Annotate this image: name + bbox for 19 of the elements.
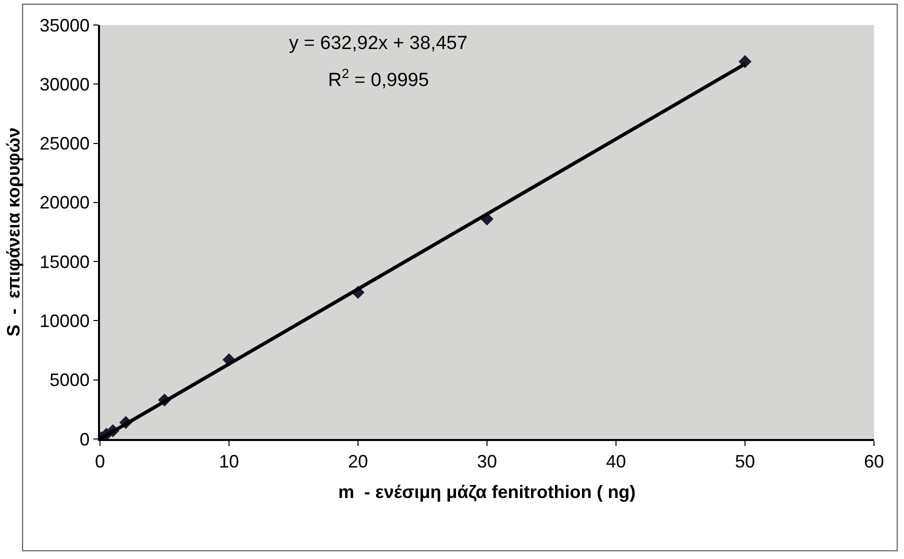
annotation: R$^{2}$ = 0,9995 (328, 66, 429, 91)
y-tick-label: 15000 (40, 252, 90, 272)
y-tick-label: 0 (80, 429, 90, 450)
annotation: y = 632,92x + 38,457 (289, 33, 468, 54)
x-tick-label: 50 (734, 451, 756, 472)
x-tick-label: 40 (606, 451, 626, 472)
y-tick-label: 5000 (50, 370, 90, 390)
y-tick-label: 25000 (40, 134, 90, 154)
x-tick-label: 0 (94, 451, 106, 472)
y-tick-label: 20000 (40, 192, 90, 213)
x-tick-label: 20 (348, 451, 368, 472)
x-tick-label: 10 (218, 451, 240, 472)
y-tick-label: 10000 (40, 311, 90, 332)
x-tick-label: 60 (864, 451, 884, 472)
y-tick-label: 35000 (40, 15, 90, 36)
y-axis-title: S - επιφάνεια κορυφών (3, 127, 24, 337)
x-axis-title: m - ενέσιμη μάζα fenitrothion ( ng) (338, 482, 636, 502)
y-tick-label: 30000 (40, 74, 90, 94)
x-tick-label: 30 (476, 451, 498, 472)
